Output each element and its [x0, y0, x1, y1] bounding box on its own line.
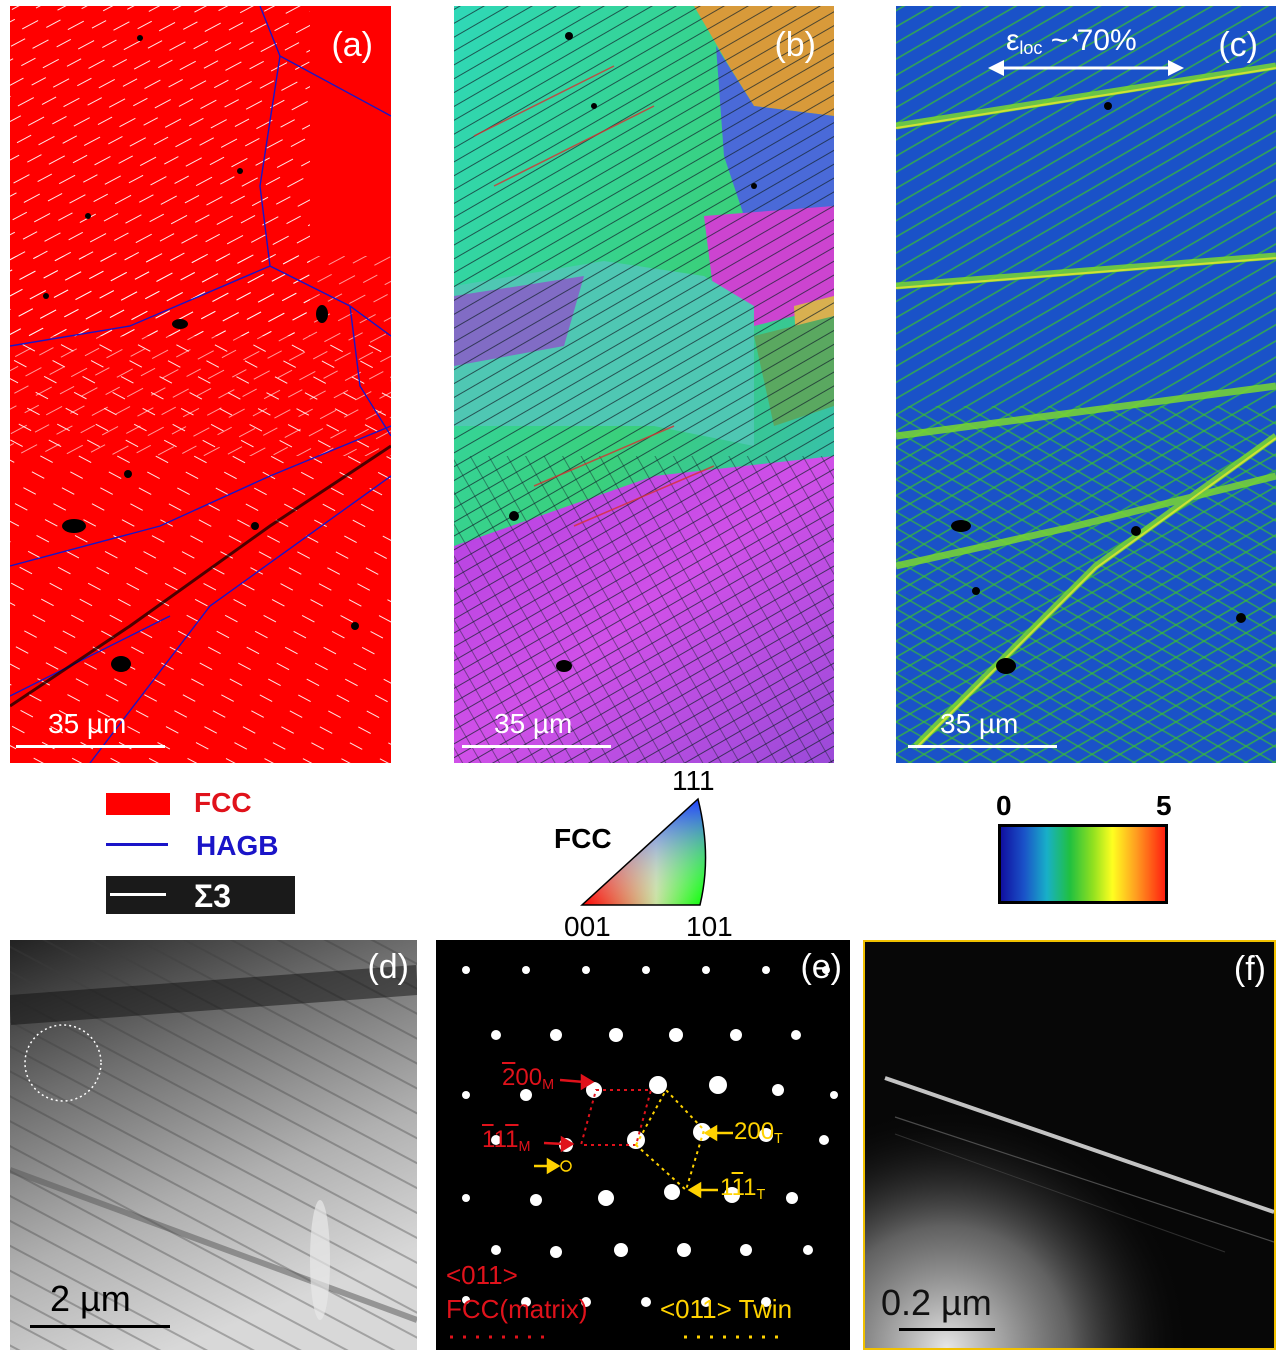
panel-a-label: (a) [331, 26, 373, 64]
colorbar-min: 0 [996, 790, 1012, 821]
hagb-legend-label: HAGB [196, 830, 279, 861]
scale-bar [30, 1325, 170, 1328]
panel-f-label: (f) [1233, 950, 1266, 988]
kam-map-image [896, 6, 1276, 763]
panel-e-saed: (e) 200M 111M 200T 111T <011> FCC(matrix… [436, 940, 850, 1350]
sigma3-line [110, 893, 166, 896]
scale-bar [462, 745, 611, 748]
matrix-111-label: 111M [482, 1126, 531, 1155]
sigma3-legend-label: Σ3 [194, 878, 231, 914]
ipf-corner-001: 001 [564, 911, 611, 942]
ipf-corner-101: 101 [686, 911, 733, 942]
scale-bar-label: 35 µm [940, 708, 1019, 739]
panel-c-kam-map: εloc ~ 70% (c) 35 µm [896, 6, 1276, 763]
ipf-map-image [454, 6, 834, 763]
strain-arrow [988, 60, 1184, 76]
matrix-200-label: 200M [502, 1064, 555, 1093]
panel-e-label: (e) [800, 948, 842, 986]
strain-subscript: loc [1019, 38, 1043, 58]
diffraction-pattern [436, 940, 850, 1350]
scale-bar [16, 745, 165, 748]
matrix-name: FCC(matrix) [446, 1294, 588, 1324]
panel-d-label: (d) [367, 948, 409, 986]
strain-label: εloc ~ 70% [1006, 24, 1137, 59]
scale-bar [908, 745, 1057, 748]
scale-bar-label: 2 µm [50, 1278, 131, 1319]
hagb-swatch [106, 843, 168, 846]
panel-c-label: (c) [1218, 26, 1258, 64]
selected-area-circle [24, 1024, 102, 1102]
ipf-triangle [580, 797, 707, 906]
panel-b-ipf-map: (b) 35 µm [454, 6, 834, 763]
phase-legend: FCC HAGB Σ3 [106, 785, 301, 915]
phase-map-image [10, 6, 391, 763]
scale-bar-label: 0.2 µm [881, 1282, 992, 1323]
colorbar-gradient [998, 824, 1168, 904]
strain-symbol: ε [1006, 24, 1020, 57]
ipf-phase-label: FCC [554, 823, 612, 854]
scale-bar-label: 35 µm [48, 708, 127, 739]
ipf-corner-111: 111 [672, 765, 715, 796]
sigma3-swatch-box: Σ3 [106, 876, 295, 914]
twin-200-label: 200T [734, 1118, 783, 1147]
ipf-key: 111 FCC 001 101 [550, 765, 750, 945]
twin-111-label: 111T [720, 1174, 766, 1203]
panel-b-label: (b) [774, 26, 816, 64]
strain-value: ~ 70% [1042, 24, 1137, 57]
twin-lamella [884, 1076, 1274, 1214]
panel-d-tem-image: (d) 2 µm [10, 940, 417, 1350]
colorbar-max: 5 [1156, 790, 1172, 821]
fcc-legend-label: FCC [194, 787, 252, 818]
twin-zone-axis: <011> Twin [660, 1294, 793, 1324]
tem-brightfield-image [10, 940, 417, 1350]
fcc-swatch [106, 793, 170, 815]
panel-a-phase-map: (a) 35 µm [10, 6, 391, 763]
matrix-zone-axis: <011> [446, 1260, 518, 1290]
scale-bar [899, 1328, 995, 1331]
panel-f-darkfield: (f) 0.2 µm [863, 940, 1276, 1350]
kam-colorbar: 0 5 [996, 790, 1176, 910]
scale-bar-label: 35 µm [494, 708, 573, 739]
tem-darkfield-image [865, 942, 1274, 1348]
